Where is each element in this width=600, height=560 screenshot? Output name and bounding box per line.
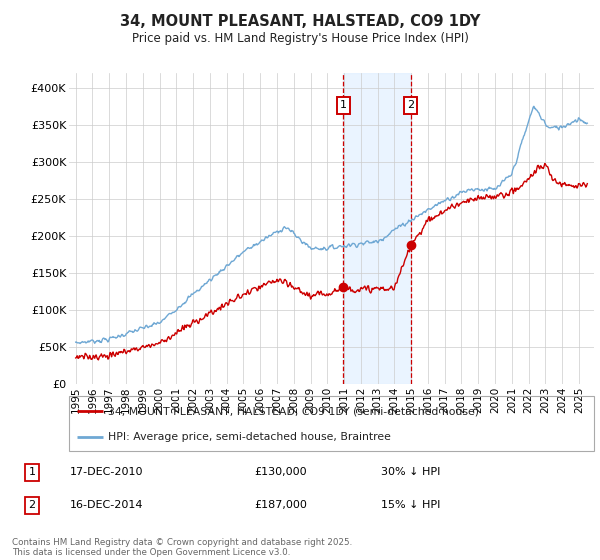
- Bar: [343, 73, 410, 384]
- Text: 1: 1: [29, 468, 35, 478]
- Text: 34, MOUNT PLEASANT, HALSTEAD, CO9 1DY (semi-detached house): 34, MOUNT PLEASANT, HALSTEAD, CO9 1DY (s…: [109, 407, 479, 416]
- Text: 1: 1: [340, 100, 347, 110]
- Text: £130,000: £130,000: [254, 468, 307, 478]
- Text: 2: 2: [407, 100, 414, 110]
- Text: 34, MOUNT PLEASANT, HALSTEAD, CO9 1DY: 34, MOUNT PLEASANT, HALSTEAD, CO9 1DY: [120, 14, 480, 29]
- Text: 17-DEC-2010: 17-DEC-2010: [70, 468, 143, 478]
- Text: 15% ↓ HPI: 15% ↓ HPI: [380, 500, 440, 510]
- Text: Price paid vs. HM Land Registry's House Price Index (HPI): Price paid vs. HM Land Registry's House …: [131, 32, 469, 45]
- Text: Contains HM Land Registry data © Crown copyright and database right 2025.
This d: Contains HM Land Registry data © Crown c…: [12, 538, 352, 557]
- Text: £187,000: £187,000: [254, 500, 307, 510]
- Text: 30% ↓ HPI: 30% ↓ HPI: [380, 468, 440, 478]
- Text: HPI: Average price, semi-detached house, Braintree: HPI: Average price, semi-detached house,…: [109, 432, 391, 441]
- Text: 16-DEC-2014: 16-DEC-2014: [70, 500, 143, 510]
- Text: 2: 2: [29, 500, 36, 510]
